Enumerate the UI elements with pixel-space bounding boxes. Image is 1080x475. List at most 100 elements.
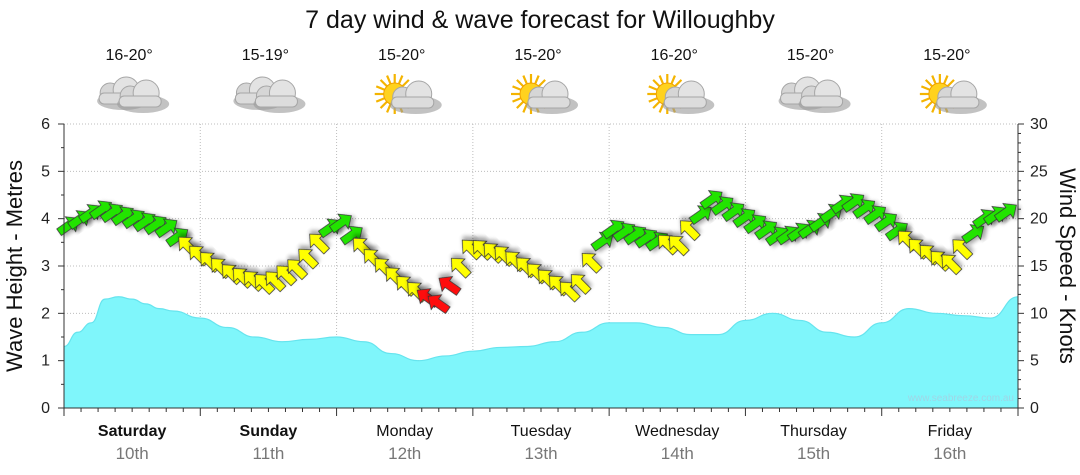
- sun-ray: [931, 75, 937, 85]
- y-tick-label-left: 5: [41, 163, 50, 180]
- sun-ray: [379, 79, 388, 87]
- sun-ray: [386, 75, 392, 85]
- day-date: 15th: [797, 444, 830, 463]
- day-labels: Saturday 10th Sunday 11th Monday 12th Tuesday 1…: [98, 423, 972, 463]
- chart-title: 7 day wind & wave forecast for Willoughb…: [305, 6, 775, 34]
- sun-ray: [375, 85, 385, 91]
- cloud-base: [663, 96, 707, 109]
- wind-arrow: [668, 235, 690, 257]
- wind-arrow: [309, 233, 331, 255]
- day-name: Sunday: [240, 423, 298, 440]
- wind-arrow: [679, 220, 701, 242]
- day-date: 14th: [661, 444, 694, 463]
- sun-ray: [920, 97, 931, 103]
- temperature-label: 15-20°: [787, 47, 834, 64]
- wind-arrow: [710, 196, 734, 216]
- sun-ray: [375, 97, 385, 103]
- wind-arrow: [328, 213, 352, 234]
- wind-arrow: [276, 265, 298, 287]
- day-date: 12th: [388, 444, 421, 463]
- sun-ray: [658, 75, 665, 85]
- day-date: 13th: [524, 444, 557, 463]
- partly-sunny-icon: [374, 74, 442, 114]
- temperature-label: 15-19°: [242, 47, 289, 64]
- day-name: Wednesday: [635, 423, 719, 440]
- wind-arrow: [952, 239, 974, 261]
- axes: 0 1 2 3 4 5 6 0 5 10 15 20 25 30: [41, 116, 1048, 417]
- cloud-base: [254, 95, 298, 108]
- partly-sunny-icon: [647, 74, 715, 114]
- wind-arrow: [254, 274, 276, 295]
- wind-arrow: [570, 274, 592, 295]
- wind-arrow: [732, 208, 756, 229]
- wind-arrow: [961, 224, 985, 244]
- y-axis-left-label: Wave Height - Metres: [2, 160, 27, 372]
- day-date: 16th: [933, 444, 966, 463]
- sun-ray: [943, 75, 949, 85]
- temperature-label: 16-20°: [105, 47, 152, 64]
- wind-arrow: [265, 271, 287, 293]
- y-axis-right-label: Wind Speed - Knots: [1055, 168, 1080, 364]
- cloud-base: [118, 95, 162, 108]
- cloud-base: [936, 96, 980, 109]
- wind-arrow: [688, 205, 712, 226]
- sun-ray: [397, 75, 404, 85]
- sun-ray: [670, 75, 676, 85]
- sun-ray: [920, 85, 931, 91]
- wind-arrows: [56, 190, 1017, 315]
- day-name: Friday: [928, 423, 972, 440]
- y-tick-label-right: 10: [1030, 305, 1048, 322]
- sun-ray: [516, 101, 524, 109]
- sun-ray: [652, 79, 661, 87]
- day-name: Thursday: [780, 423, 847, 440]
- wind-arrow: [450, 257, 472, 279]
- wind-arrow: [427, 294, 451, 315]
- sun-ray: [534, 75, 540, 85]
- temperature-label: 15-20°: [378, 47, 425, 64]
- cloudy-icon: [233, 76, 306, 113]
- temperature-label: 15-20°: [923, 47, 970, 64]
- wind-arrow: [438, 276, 462, 296]
- day-date: 11th: [253, 444, 285, 463]
- sun-ray: [522, 75, 528, 85]
- wind-arrow: [165, 227, 189, 248]
- wave-height-area: [64, 296, 1018, 408]
- weather-row: 16-20° 15-19° 15-20° 15-20° 16-20° 15-20° 15-2…: [97, 47, 987, 114]
- wind-arrow: [339, 225, 363, 246]
- y-tick-label-left: 6: [41, 116, 50, 133]
- wave-height-line: [63, 296, 1019, 362]
- wind-arrow: [743, 214, 767, 235]
- sun-ray: [674, 79, 683, 87]
- day-name: Saturday: [98, 423, 167, 440]
- y-tick-label-right: 25: [1030, 163, 1048, 180]
- temperature-label: 15-20°: [514, 47, 561, 64]
- watermark: www.seabreeze.com.au: [907, 393, 1014, 404]
- day-name: Tuesday: [511, 423, 572, 440]
- y-tick-label-left: 3: [41, 258, 50, 275]
- cloud-base: [527, 96, 571, 109]
- sun-ray: [924, 79, 933, 87]
- sun-ray: [516, 79, 524, 87]
- wind-arrow: [721, 202, 745, 223]
- sun-ray: [538, 79, 546, 87]
- wind-arrow: [559, 281, 581, 303]
- cloud-base: [391, 96, 435, 109]
- wind-arrow: [287, 259, 309, 281]
- day-name: Monday: [376, 423, 433, 440]
- sun-ray: [401, 79, 410, 87]
- cloudy-icon: [97, 76, 170, 113]
- y-tick-label-right: 0: [1030, 400, 1039, 417]
- sun-ray: [652, 101, 661, 109]
- y-tick-label-left: 2: [41, 305, 50, 322]
- wind-arrow: [941, 254, 963, 276]
- day-date: 10th: [116, 444, 149, 463]
- wind-arrow: [699, 190, 723, 210]
- wind-arrow: [993, 203, 1017, 223]
- wind-arrow: [298, 248, 320, 270]
- wind-arrow: [581, 252, 603, 274]
- y-tick-label-right: 30: [1030, 116, 1048, 133]
- y-tick-label-left: 4: [41, 211, 50, 228]
- sun-ray: [379, 101, 388, 109]
- wind-arrow: [852, 199, 876, 219]
